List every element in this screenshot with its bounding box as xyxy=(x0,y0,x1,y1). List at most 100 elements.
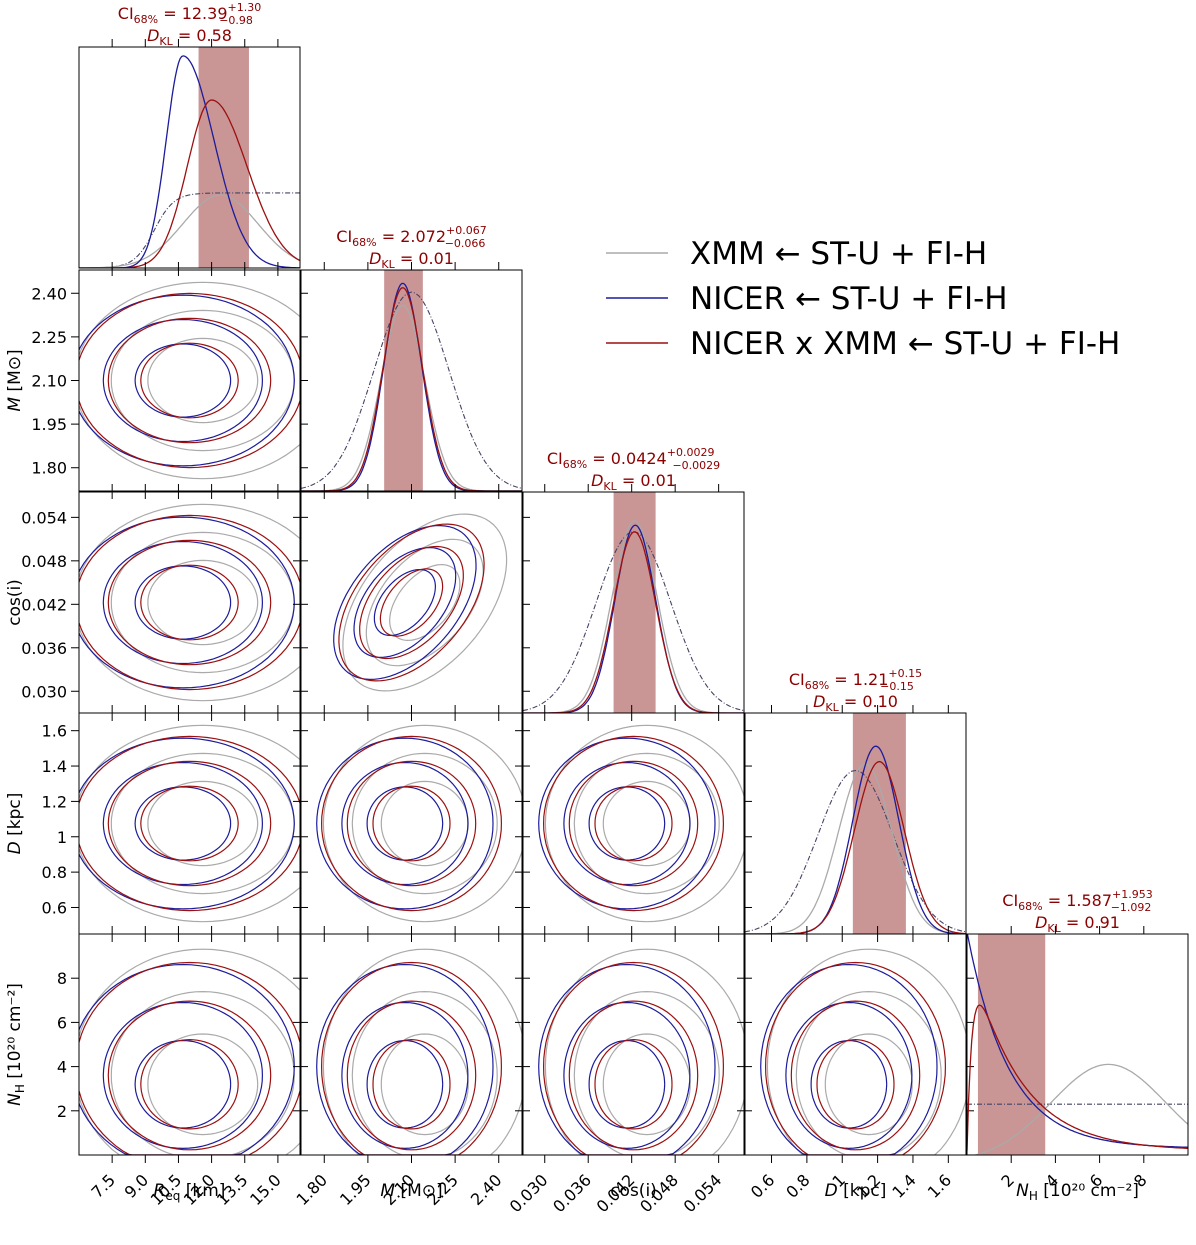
y-tick-label: 2.40 xyxy=(31,284,67,303)
y-tick-label: 6 xyxy=(57,1013,67,1032)
y-tick-label: 0.054 xyxy=(21,508,67,527)
x-axis-label-req-part: R xyxy=(154,1181,166,1201)
contour-nicer-level-2 xyxy=(563,761,691,886)
contour-nicer-xmm-level-1 xyxy=(594,1038,673,1130)
dkl-title: DKL = 0.91 xyxy=(1035,913,1120,935)
contour-nicer-xmm-level-2 xyxy=(107,1000,272,1151)
contour-xmm-level-3 xyxy=(544,724,744,923)
contour-nicer-level-2 xyxy=(341,761,469,886)
contour-xmm-level-1 xyxy=(602,1033,691,1136)
contour-nicer-level-3 xyxy=(79,516,295,689)
ci68-title-part: 68% xyxy=(805,679,829,692)
dkl-title-part: = 0.01 xyxy=(395,249,454,268)
contour-xmm-level-1 xyxy=(380,1033,469,1136)
dkl-title-part: D xyxy=(147,26,159,45)
marginal-curve-nicer-xmm xyxy=(79,99,300,268)
dkl-title-part: D xyxy=(369,249,381,268)
panel-plot-area xyxy=(745,713,966,934)
x-axis-label-mass: M [M⊙] xyxy=(380,1181,442,1201)
panel-frame xyxy=(522,712,745,935)
x-axis-label-mass-part: [M⊙] xyxy=(395,1181,443,1201)
dkl-title-part: D xyxy=(813,692,825,711)
x-axis-label-nh-part: [10²⁰ cm⁻²] xyxy=(1038,1181,1139,1201)
panel-plot-area xyxy=(760,948,966,1155)
ci68-title-part: −0.15 xyxy=(880,680,914,693)
contour-nicer-level-1 xyxy=(134,343,232,418)
panel-plot-area xyxy=(538,724,744,923)
y-tick-label: 1.80 xyxy=(31,459,67,478)
contour-nicer-xmm-level-1 xyxy=(816,1038,895,1130)
y-axis-label-nh-part: N xyxy=(5,1093,25,1106)
contour-nicer-xmm-level-3 xyxy=(79,735,300,912)
contour-nicer-xmm-level-1 xyxy=(372,1038,451,1130)
contour-xmm-level-3 xyxy=(766,948,966,1155)
ci68-title-part: CI xyxy=(1002,891,1018,910)
contour-xmm-level-2 xyxy=(110,309,295,452)
contour-xmm-level-2 xyxy=(110,531,295,674)
panel-mass-req: 1.80 1.95 2.10 2.25 2.40 M [M⊙] xyxy=(5,262,308,499)
panel-frame xyxy=(78,269,301,492)
ci68-title-part: 68% xyxy=(352,236,376,249)
contour-nicer-level-3 xyxy=(79,963,295,1155)
y-tick-label: 0.042 xyxy=(21,595,67,614)
ci68-title-part: 68% xyxy=(134,13,158,26)
contour-nicer-xmm-level-2 xyxy=(346,760,477,887)
x-tick-label: 1.4 xyxy=(888,1170,919,1201)
panel-dist-mass xyxy=(293,705,530,942)
contour-nicer-xmm-level-2 xyxy=(359,545,464,660)
dkl-title-part: D xyxy=(591,471,603,490)
panel-frame xyxy=(300,712,523,935)
ci68-title-part: = 0.0424 xyxy=(587,449,667,468)
contour-nicer-xmm-level-3 xyxy=(320,735,502,912)
ci68-title: CI68% = 0.0424+0.0029 −0.0029 xyxy=(547,446,720,472)
contour-xmm-level-2 xyxy=(365,538,484,667)
ci68-title-part: −0.98 xyxy=(219,14,253,27)
contour-nicer-xmm-level-2 xyxy=(107,317,272,444)
contour-nicer-xmm-level-1 xyxy=(594,785,673,862)
contour-nicer-xmm-level-3 xyxy=(764,961,946,1155)
ci68-title-part: CI xyxy=(336,227,352,246)
y-tick-label: 0.036 xyxy=(21,639,67,658)
ci68-title-part: CI xyxy=(547,449,563,468)
x-tick-label: 2 xyxy=(997,1170,1018,1191)
contour-nicer-level-1 xyxy=(134,565,232,640)
ci68-band xyxy=(852,713,906,934)
contour-nicer-level-1 xyxy=(134,786,232,861)
y-tick-label: 4 xyxy=(57,1058,67,1077)
prior-curve xyxy=(745,769,966,933)
dkl-title-part: = 0.10 xyxy=(839,692,898,711)
panel-dist-cosi xyxy=(515,705,752,942)
panel-cosi-req: 0.030 0.036 0.042 0.048 0.054 cos(i) xyxy=(5,484,308,721)
contour-xmm-level-2 xyxy=(110,990,295,1155)
dkl-title-part: KL xyxy=(825,701,839,714)
ci68-title-part: +1.953 xyxy=(1112,888,1153,901)
contour-xmm-level-1 xyxy=(147,559,259,646)
ci68-title: CI68% = 1.21+0.15 −0.15 xyxy=(789,667,922,693)
contour-xmm-level-1 xyxy=(602,780,691,867)
contour-nicer-level-1 xyxy=(366,1039,444,1129)
panel-frame xyxy=(78,46,301,269)
y-axis-label-mass-part: [M⊙] xyxy=(5,349,25,397)
y-axis-label-mass-part: M xyxy=(5,397,25,412)
contour-nicer-level-1 xyxy=(588,786,666,861)
y-tick-label: 1.6 xyxy=(42,722,67,741)
dkl-title-part: KL xyxy=(603,480,617,493)
contour-nicer-level-2 xyxy=(785,1001,913,1150)
y-axis-label-nh-part: H xyxy=(13,1084,27,1093)
x-tick-label: 1.80 xyxy=(292,1170,331,1209)
y-tick-label: 1 xyxy=(57,828,67,847)
ci68-band xyxy=(384,270,423,491)
panel-frame xyxy=(300,933,523,1156)
contour-xmm-level-1 xyxy=(389,563,461,642)
x-axis-label-dist-part: [kpc] xyxy=(838,1181,887,1201)
contour-nicer-xmm-level-2 xyxy=(107,760,272,887)
contour-nicer-level-3 xyxy=(316,963,494,1155)
dkl-title-part: D xyxy=(1035,913,1047,932)
contour-nicer-level-2 xyxy=(341,1001,469,1150)
dkl-title-part: KL xyxy=(1047,922,1061,935)
contour-nicer-xmm-level-2 xyxy=(790,1000,921,1151)
